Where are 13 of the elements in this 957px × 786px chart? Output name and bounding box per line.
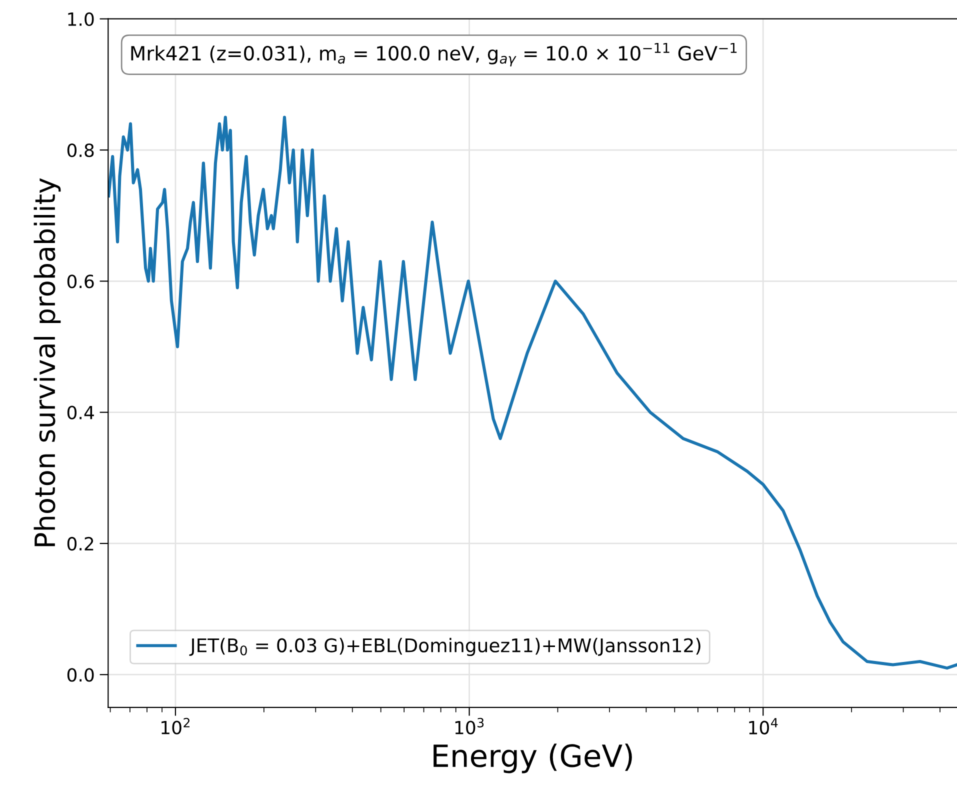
y-tick-label: 0.6: [67, 274, 94, 288]
y-tick-label: 0.0: [67, 668, 94, 682]
x-tick-label: 10$^{2}$: [162, 718, 190, 734]
annotation: Mrk421 (z=0.031), m$_{a}$ = 100.0 neV, g$_{aγ}$ = 10.0 × 10$^{−11}$ GeV$^{−1}$: [131, 42, 737, 66]
x-axis-title: Energy (GeV): [434, 744, 632, 774]
y-axis-title: Photon survival probability: [34, 178, 61, 546]
x-tick-label: 10$^{4}$: [749, 718, 778, 734]
y-tick-label: 1.0: [68, 12, 94, 26]
y-tick-label: 0.4: [67, 406, 94, 420]
y-tick-label: 0.2: [67, 536, 94, 551]
legend-label: JET(B$_{0}$ = 0.03 G)+EBL(Dominguez11)+MW(Jansson12): [189, 638, 700, 656]
y-tick-label: 0.8: [67, 143, 94, 158]
x-tick-label: 10$^{3}$: [455, 718, 484, 734]
